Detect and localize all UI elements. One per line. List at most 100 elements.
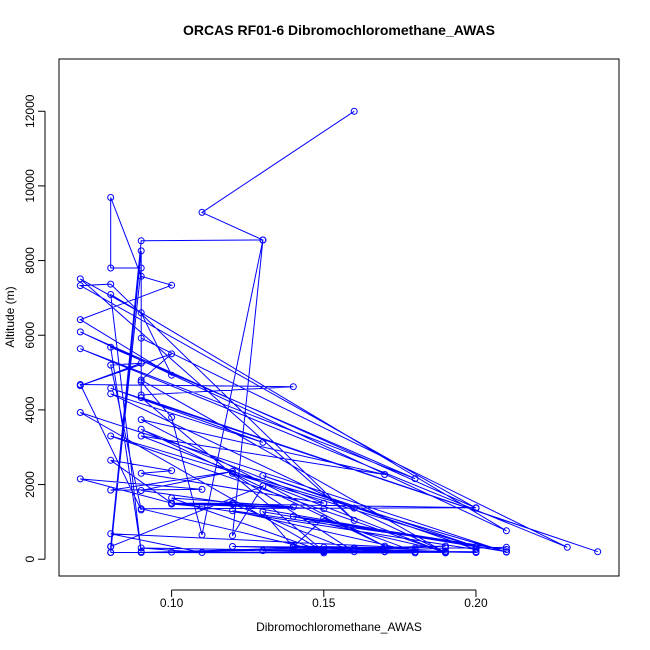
data-point bbox=[137, 376, 145, 384]
data-point bbox=[107, 530, 115, 538]
data-point bbox=[137, 237, 145, 245]
data-point bbox=[137, 394, 145, 402]
y-tick-label: 4000 bbox=[23, 396, 37, 423]
data-point bbox=[594, 548, 602, 556]
data-point bbox=[289, 512, 297, 520]
data-point bbox=[168, 413, 176, 421]
data-point bbox=[107, 291, 115, 298]
data-point bbox=[137, 309, 145, 317]
data-point bbox=[472, 549, 480, 556]
data-point bbox=[137, 264, 145, 272]
data-point bbox=[289, 546, 297, 553]
data-point bbox=[198, 531, 206, 539]
plot-frame bbox=[58, 58, 620, 577]
data-point bbox=[198, 549, 206, 556]
x-tick-label: 0.15 bbox=[312, 596, 336, 610]
data-point bbox=[259, 508, 267, 516]
data-point bbox=[107, 456, 115, 464]
y-tick-label: 12000 bbox=[23, 94, 37, 128]
data-point bbox=[76, 409, 84, 416]
data-point bbox=[107, 361, 115, 369]
data-point bbox=[442, 544, 449, 552]
data-point bbox=[563, 543, 571, 551]
data-point bbox=[137, 549, 145, 556]
data-point bbox=[107, 549, 115, 556]
data-point bbox=[229, 532, 236, 540]
data-point bbox=[350, 516, 358, 524]
x-axis-label: Dibromochloromethane_AWAS bbox=[256, 620, 422, 634]
data-point bbox=[442, 542, 449, 550]
data-point bbox=[137, 334, 145, 342]
data-point bbox=[137, 425, 145, 433]
data-point bbox=[229, 543, 236, 550]
data-point bbox=[289, 542, 297, 550]
data-point bbox=[472, 504, 480, 512]
data-point bbox=[320, 549, 328, 557]
data-point bbox=[168, 548, 176, 556]
y-axis-label: Altitude (m) bbox=[3, 286, 17, 347]
data-point bbox=[168, 467, 176, 475]
data-point bbox=[259, 438, 267, 446]
data-point bbox=[381, 548, 389, 556]
data-point bbox=[289, 503, 297, 511]
data-point bbox=[137, 378, 145, 386]
data-point bbox=[320, 547, 328, 555]
data-point bbox=[137, 391, 145, 399]
data-point bbox=[76, 382, 84, 390]
y-axis: 0 2000 4000 6000 8000 10000 12000 bbox=[23, 94, 46, 563]
data-point bbox=[411, 549, 419, 557]
data-point bbox=[137, 359, 145, 367]
data-point bbox=[320, 505, 328, 513]
data-point bbox=[289, 383, 297, 391]
data-point bbox=[76, 316, 84, 324]
data-point bbox=[107, 486, 115, 494]
data-point bbox=[411, 546, 419, 553]
data-point bbox=[107, 384, 115, 392]
data-point bbox=[76, 282, 84, 290]
data-point bbox=[229, 500, 236, 508]
data-point bbox=[168, 281, 176, 289]
data-point bbox=[137, 487, 145, 494]
data-point bbox=[411, 475, 419, 483]
data-point bbox=[107, 194, 115, 201]
series-line bbox=[78, 110, 598, 554]
data-point bbox=[168, 350, 176, 358]
data-point bbox=[137, 505, 145, 513]
data-point bbox=[259, 547, 267, 555]
data-point bbox=[137, 432, 145, 440]
data-point bbox=[198, 208, 206, 216]
data-point bbox=[259, 482, 267, 490]
data-point bbox=[107, 280, 115, 288]
series-layer bbox=[76, 107, 602, 557]
y-tick-label: 8000 bbox=[23, 247, 37, 274]
data-point bbox=[229, 507, 236, 515]
data-point bbox=[472, 544, 480, 552]
y-tick-label: 6000 bbox=[23, 322, 37, 349]
y-tick-label: 0 bbox=[23, 556, 37, 563]
data-point bbox=[350, 544, 358, 552]
data-point bbox=[168, 371, 176, 379]
data-point bbox=[381, 471, 389, 478]
data-point bbox=[76, 275, 84, 283]
data-point bbox=[350, 548, 358, 556]
data-point bbox=[76, 475, 84, 483]
x-tick-label: 0.10 bbox=[160, 596, 184, 610]
data-point bbox=[350, 107, 358, 115]
data-point bbox=[107, 264, 115, 272]
x-axis: 0.10 0.15 0.20 bbox=[160, 589, 488, 610]
data-point bbox=[259, 472, 267, 480]
data-point bbox=[381, 544, 389, 552]
data-point bbox=[137, 272, 145, 280]
data-point bbox=[137, 469, 145, 477]
data-point bbox=[198, 485, 206, 493]
data-point bbox=[198, 503, 206, 511]
data-point bbox=[259, 236, 267, 244]
data-point bbox=[107, 343, 115, 351]
data-point bbox=[320, 514, 328, 522]
y-tick-label: 2000 bbox=[23, 471, 37, 498]
data-point bbox=[137, 416, 145, 424]
x-tick-label: 0.20 bbox=[464, 596, 488, 610]
data-point bbox=[137, 247, 145, 255]
